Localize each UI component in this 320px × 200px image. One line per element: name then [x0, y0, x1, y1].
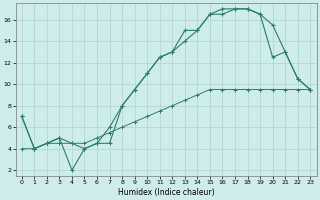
- X-axis label: Humidex (Indice chaleur): Humidex (Indice chaleur): [118, 188, 214, 197]
